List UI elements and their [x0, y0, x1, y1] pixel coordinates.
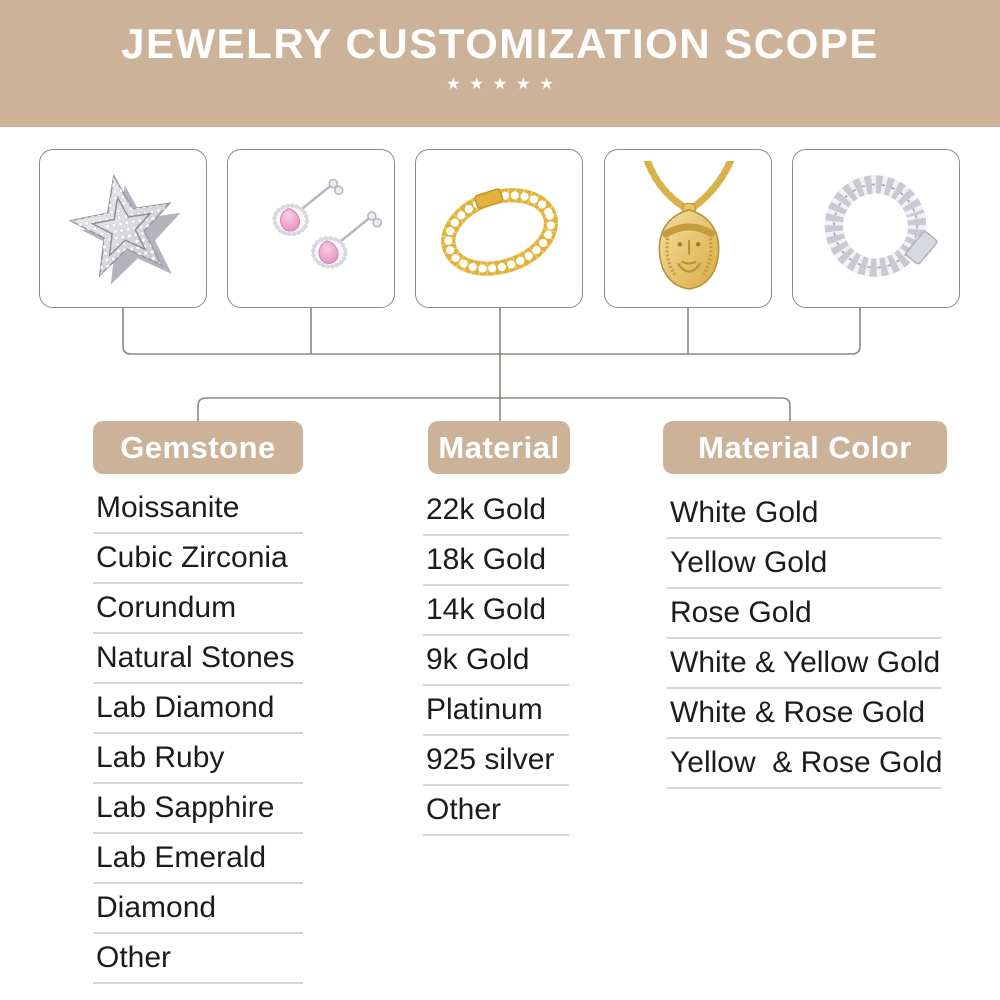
product-card-pink-earrings [227, 149, 395, 308]
list-item: 14k Gold [423, 586, 569, 636]
list-item: White & Yellow Gold [667, 639, 941, 689]
list-item: 9k Gold [423, 636, 569, 686]
product-card-cuban-chain [792, 149, 960, 308]
list-item: Rose Gold [667, 589, 941, 639]
list-item: Lab Ruby [93, 734, 303, 784]
gold-tennis-bracelet-image [441, 187, 559, 276]
list-item: Yellow Gold [667, 539, 941, 589]
material-options-list: 22k Gold 18k Gold 14k Gold 9k Gold Plati… [423, 486, 569, 836]
list-item: Yellow & Rose Gold [667, 739, 942, 789]
list-item: Corundum [93, 584, 303, 634]
five-stars-decoration: ★★★★★ [446, 76, 563, 94]
list-item: Lab Diamond [93, 684, 303, 734]
product-card-jesus-pendant [604, 149, 772, 308]
material-color-options-list: White Gold Yellow Gold Rose Gold White &… [667, 489, 942, 789]
silver-star-pendant-image [68, 173, 181, 285]
column-header-label: Material Color [698, 429, 912, 465]
list-item: White & Rose Gold [667, 689, 941, 739]
page-title: JEWELRY CUSTOMIZATION SCOPE [121, 20, 879, 67]
column-header-label: Material [438, 429, 560, 465]
gemstone-options-list: Moissanite Cubic Zirconia Corundum Natur… [93, 484, 303, 984]
pink-stud-earrings-image [240, 161, 382, 297]
list-item: Diamond [93, 884, 303, 934]
list-item: Platinum [423, 686, 569, 736]
column-header-label: Gemstone [120, 429, 276, 465]
connector-lines [122, 308, 861, 421]
list-item: 18k Gold [423, 536, 569, 586]
banner: JEWELRY CUSTOMIZATION SCOPE ★★★★★ [0, 0, 1000, 127]
column-header-material-color: Material Color [663, 421, 947, 474]
list-item: White Gold [667, 489, 941, 539]
product-card-star-pendant [39, 149, 207, 308]
column-header-gemstone: Gemstone [93, 421, 303, 474]
list-item: Lab Sapphire [93, 784, 303, 834]
gold-jesus-pendant-necklace-image [643, 160, 735, 290]
list-item: Natural Stones [93, 634, 303, 684]
list-item: Lab Emerald [93, 834, 303, 884]
silver-cuban-link-chain-image [824, 174, 938, 277]
list-item: 22k Gold [423, 486, 569, 536]
column-header-material: Material [428, 421, 570, 474]
list-item: Other [423, 786, 569, 836]
list-item: Moissanite [93, 484, 303, 534]
product-card-tennis-bracelet [415, 149, 583, 308]
list-item: Cubic Zirconia [93, 534, 303, 584]
list-item: 925 silver [423, 736, 569, 786]
list-item: Other [93, 934, 303, 984]
